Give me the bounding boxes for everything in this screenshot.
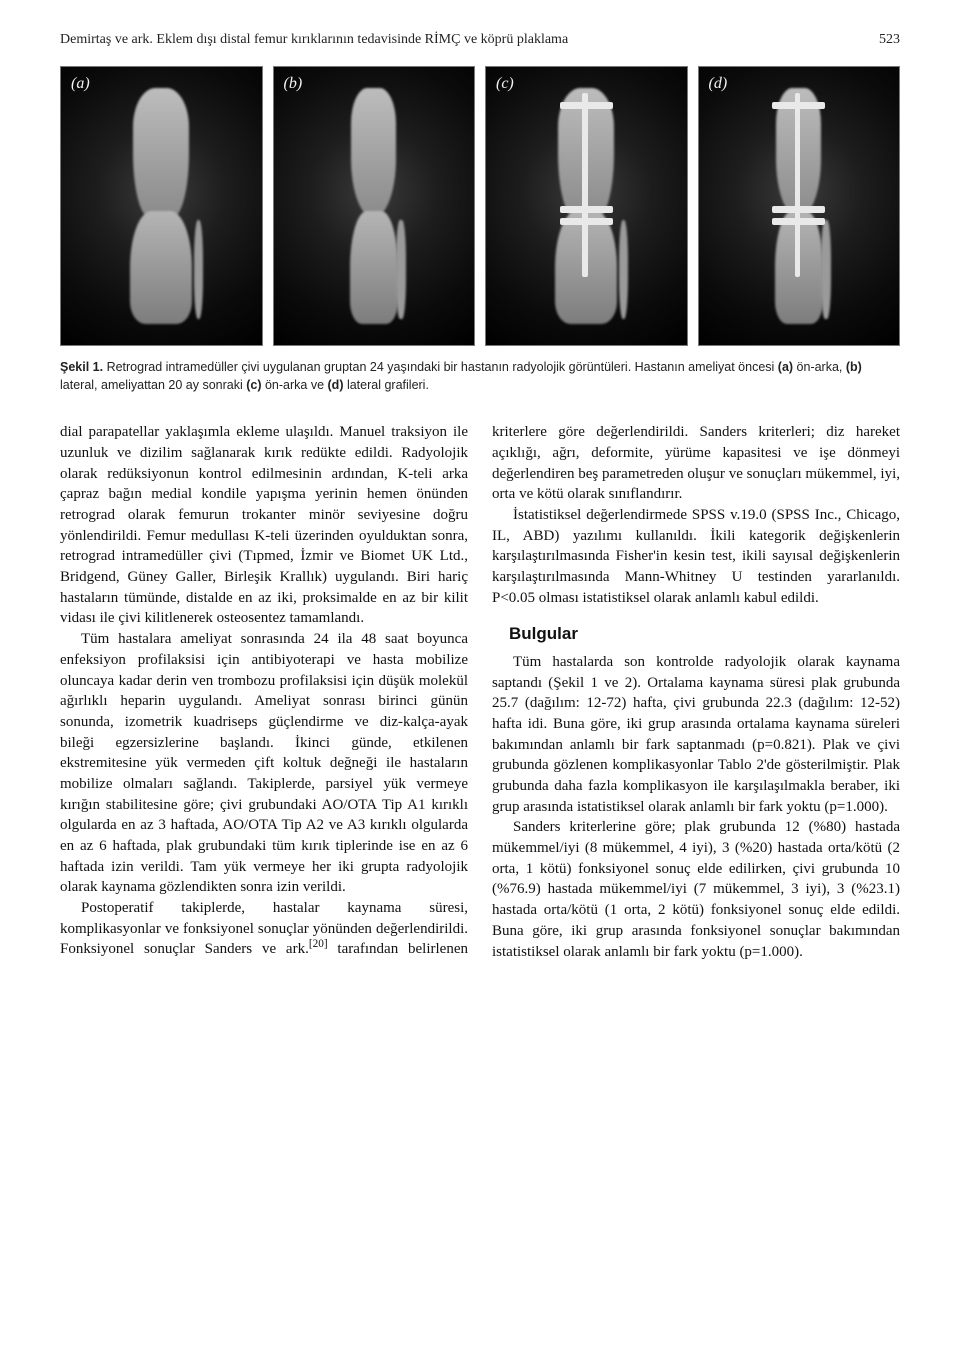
panel-letter-a: (a) <box>71 75 90 93</box>
caption-a: (a) <box>778 360 793 374</box>
caption-mid2: lateral, ameliyattan 20 ay sonraki <box>60 378 246 392</box>
heading-results: Bulgular <box>492 622 900 645</box>
running-head: Demirtaş ve ark. Eklem dışı distal femur… <box>60 32 900 48</box>
figure-label: Şekil 1. <box>60 360 103 374</box>
xray-ap-postop <box>516 88 656 324</box>
caption-mid1: ön-arka, <box>793 360 846 374</box>
panel-letter-d: (d) <box>709 75 728 93</box>
ref-20: [20] <box>309 938 328 950</box>
xray-ap-preop <box>91 88 231 324</box>
paragraph-7: Sanders kriterlerine göre; plak grubunda… <box>492 817 900 962</box>
panel-letter-b: (b) <box>284 75 303 93</box>
body-columns: dial parapatellar yaklaşımla ekleme ulaş… <box>60 422 900 962</box>
xray-lateral-postop <box>729 88 869 324</box>
caption-d: (d) <box>328 378 344 392</box>
paragraph-2: Tüm hastalara ameliyat sonrasında 24 ila… <box>60 629 468 898</box>
figure-1-caption: Şekil 1. Retrograd intramedüller çivi uy… <box>60 358 900 394</box>
xray-lateral-preop <box>304 88 444 324</box>
caption-body: Retrograd intramedüller çivi uygulanan g… <box>103 360 778 374</box>
page-number: 523 <box>879 32 900 48</box>
caption-end: lateral grafileri. <box>343 378 428 392</box>
figure-1-panels: (a) (b) (c) (d) <box>60 66 900 346</box>
figure-panel-b: (b) <box>273 66 476 346</box>
paragraph-6: Tüm hastalarda son kontrolde radyolojik … <box>492 652 900 818</box>
paragraph-5: İstatistiksel değerlendirmede SPSS v.19.… <box>492 505 900 608</box>
running-title: Demirtaş ve ark. Eklem dışı distal femur… <box>60 32 568 48</box>
caption-c: (c) <box>246 378 261 392</box>
panel-letter-c: (c) <box>496 75 514 93</box>
figure-panel-a: (a) <box>60 66 263 346</box>
paragraph-1: dial parapatellar yaklaşımla ekleme ulaş… <box>60 422 468 629</box>
caption-mid3: ön-arka ve <box>262 378 328 392</box>
figure-panel-d: (d) <box>698 66 901 346</box>
figure-panel-c: (c) <box>485 66 688 346</box>
caption-b: (b) <box>846 360 862 374</box>
